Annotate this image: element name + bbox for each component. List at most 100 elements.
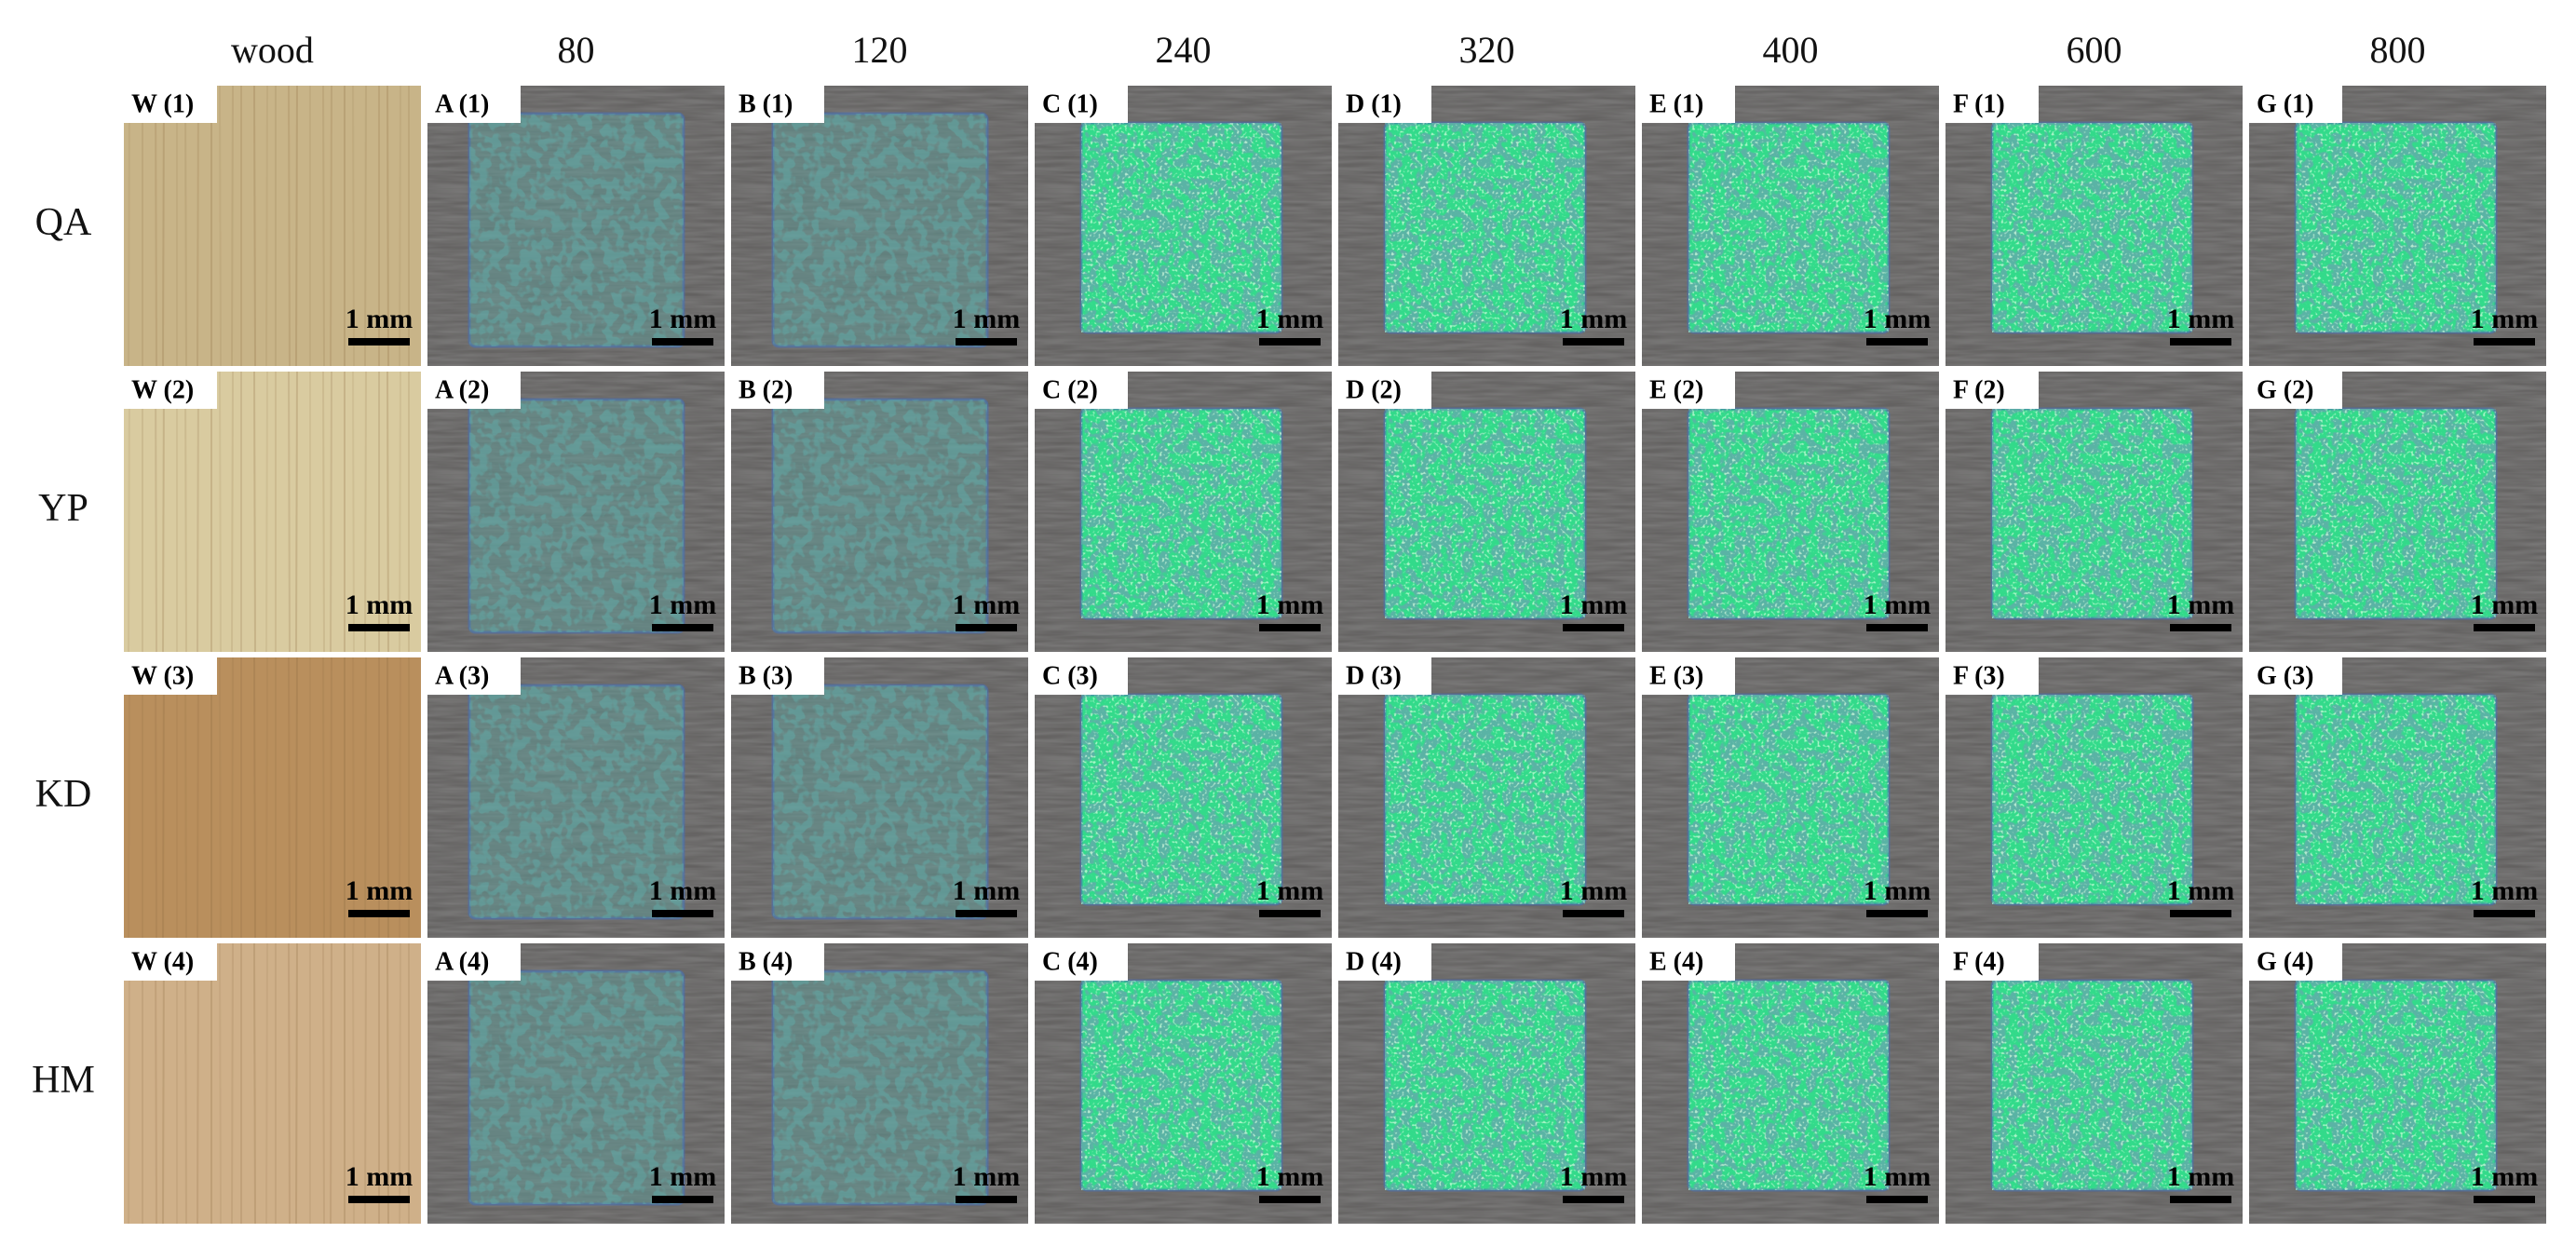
wood-grain xyxy=(265,942,268,1225)
wood-grain xyxy=(184,942,187,1225)
panel-label: A (3) xyxy=(435,661,489,690)
panel-label: G (4) xyxy=(2257,947,2313,976)
panel-label: B (2) xyxy=(739,375,793,404)
panel-label: F (2) xyxy=(1953,375,2005,404)
scale-bar xyxy=(1866,1196,1928,1203)
coating-speckle xyxy=(469,114,684,346)
wood-grain xyxy=(253,85,256,367)
panel-label-box xyxy=(1946,943,2039,981)
wood-grain xyxy=(386,85,389,367)
wood-grain xyxy=(386,657,389,939)
wood-grain xyxy=(162,371,165,653)
scale-bar-label: 1 mm xyxy=(346,875,413,906)
panel-label-box xyxy=(731,372,824,409)
micrograph-panel: A (2) 1 mm xyxy=(427,372,725,652)
scale-bar-label: 1 mm xyxy=(2167,1161,2234,1192)
panel-label-box xyxy=(427,86,521,123)
panel-label-box xyxy=(1946,657,2039,695)
row-label: KD xyxy=(35,773,92,816)
micrograph-panel: W (1) 1 mm xyxy=(124,85,421,367)
wood-grain xyxy=(253,657,256,939)
column-header: 320 xyxy=(1459,29,1515,71)
panel-label-box xyxy=(1642,943,1735,981)
coating-sparkle xyxy=(1992,695,2192,904)
panel-label: W (2) xyxy=(131,375,194,404)
panel-label-box xyxy=(731,943,824,981)
wood-grain xyxy=(364,371,367,653)
panel-label-box xyxy=(124,86,217,123)
coating-speckle xyxy=(773,971,987,1204)
panel-label-box xyxy=(1338,943,1431,981)
row-label: QA xyxy=(35,201,92,244)
micrograph-panel: G (2) 1 mm xyxy=(2249,372,2546,652)
panel-label: F (1) xyxy=(1953,89,2005,118)
panel-label-box xyxy=(1035,943,1128,981)
scale-bar xyxy=(1259,910,1321,917)
panel-label-box xyxy=(2249,657,2342,695)
coating-speckle xyxy=(469,685,684,918)
micrograph-panel: A (4) 1 mm xyxy=(427,943,725,1224)
scale-bar-label: 1 mm xyxy=(1864,875,1931,906)
micrograph-panel: C (4) 1 mm xyxy=(1035,943,1332,1224)
panel-label-box xyxy=(1946,86,2039,123)
micrograph-panel: D (1) 1 mm xyxy=(1338,86,1635,366)
scale-bar-label: 1 mm xyxy=(1256,875,1323,906)
scale-bar-label: 1 mm xyxy=(649,589,716,620)
wood-grain xyxy=(219,371,222,653)
wood-grain xyxy=(197,942,199,1225)
panel-label: C (4) xyxy=(1042,947,1098,976)
panel-label: D (3) xyxy=(1346,661,1402,690)
scale-bar-label: 1 mm xyxy=(1256,589,1323,620)
scale-bar-label: 1 mm xyxy=(2167,875,2234,906)
scale-bar xyxy=(1563,1196,1624,1203)
micrograph-panel: C (2) 1 mm xyxy=(1035,372,1332,652)
scale-bar xyxy=(348,624,410,631)
coating-sparkle xyxy=(1688,981,1889,1190)
wood-grain xyxy=(322,942,325,1225)
wood-grain xyxy=(352,942,355,1225)
scale-bar xyxy=(2474,1196,2535,1203)
coating-sparkle xyxy=(1992,123,2192,332)
panel-label: E (4) xyxy=(1649,947,1703,976)
wood-surface xyxy=(124,372,421,652)
scale-bar-label: 1 mm xyxy=(346,1161,413,1192)
wood-grain xyxy=(295,657,298,939)
wood-grain xyxy=(364,657,367,939)
row-label: YP xyxy=(38,487,88,530)
scale-bar xyxy=(956,624,1017,631)
panel-label-box xyxy=(1035,372,1128,409)
panel-label: C (3) xyxy=(1042,661,1098,690)
coating-sparkle xyxy=(1385,409,1585,618)
micrograph-panel: B (3) 1 mm xyxy=(731,657,1028,938)
wood-surface xyxy=(124,86,421,366)
scale-bar-label: 1 mm xyxy=(1560,304,1627,334)
scale-bar xyxy=(652,910,713,917)
panel-label: B (3) xyxy=(739,661,793,690)
scale-bar xyxy=(1866,624,1928,631)
panel-label-box xyxy=(731,86,824,123)
panel-label-box xyxy=(2249,372,2342,409)
wood-surface xyxy=(124,943,421,1224)
wood-grain xyxy=(253,942,256,1225)
panel-label-box xyxy=(427,943,521,981)
coating-speckle xyxy=(773,114,987,346)
coating-speckle xyxy=(773,685,987,918)
wood-grain xyxy=(184,657,187,939)
panel-label-box xyxy=(124,943,217,981)
wood-grain xyxy=(288,657,291,939)
micrograph-panel: F (1) 1 mm xyxy=(1946,86,2243,366)
panel-label: D (4) xyxy=(1346,947,1402,976)
wood-grain xyxy=(386,371,389,653)
scale-bar-label: 1 mm xyxy=(2471,589,2538,620)
scale-bar-label: 1 mm xyxy=(953,1161,1020,1192)
panel-label-box xyxy=(124,372,217,409)
scale-bar-label: 1 mm xyxy=(1560,589,1627,620)
panel-label-box xyxy=(1035,86,1128,123)
wood-grain xyxy=(265,371,268,653)
scale-bar xyxy=(2170,624,2231,631)
panel-label: D (2) xyxy=(1346,375,1402,404)
wood-grain xyxy=(288,942,291,1225)
column-header: 400 xyxy=(1763,29,1819,71)
wood-grain xyxy=(219,85,222,367)
